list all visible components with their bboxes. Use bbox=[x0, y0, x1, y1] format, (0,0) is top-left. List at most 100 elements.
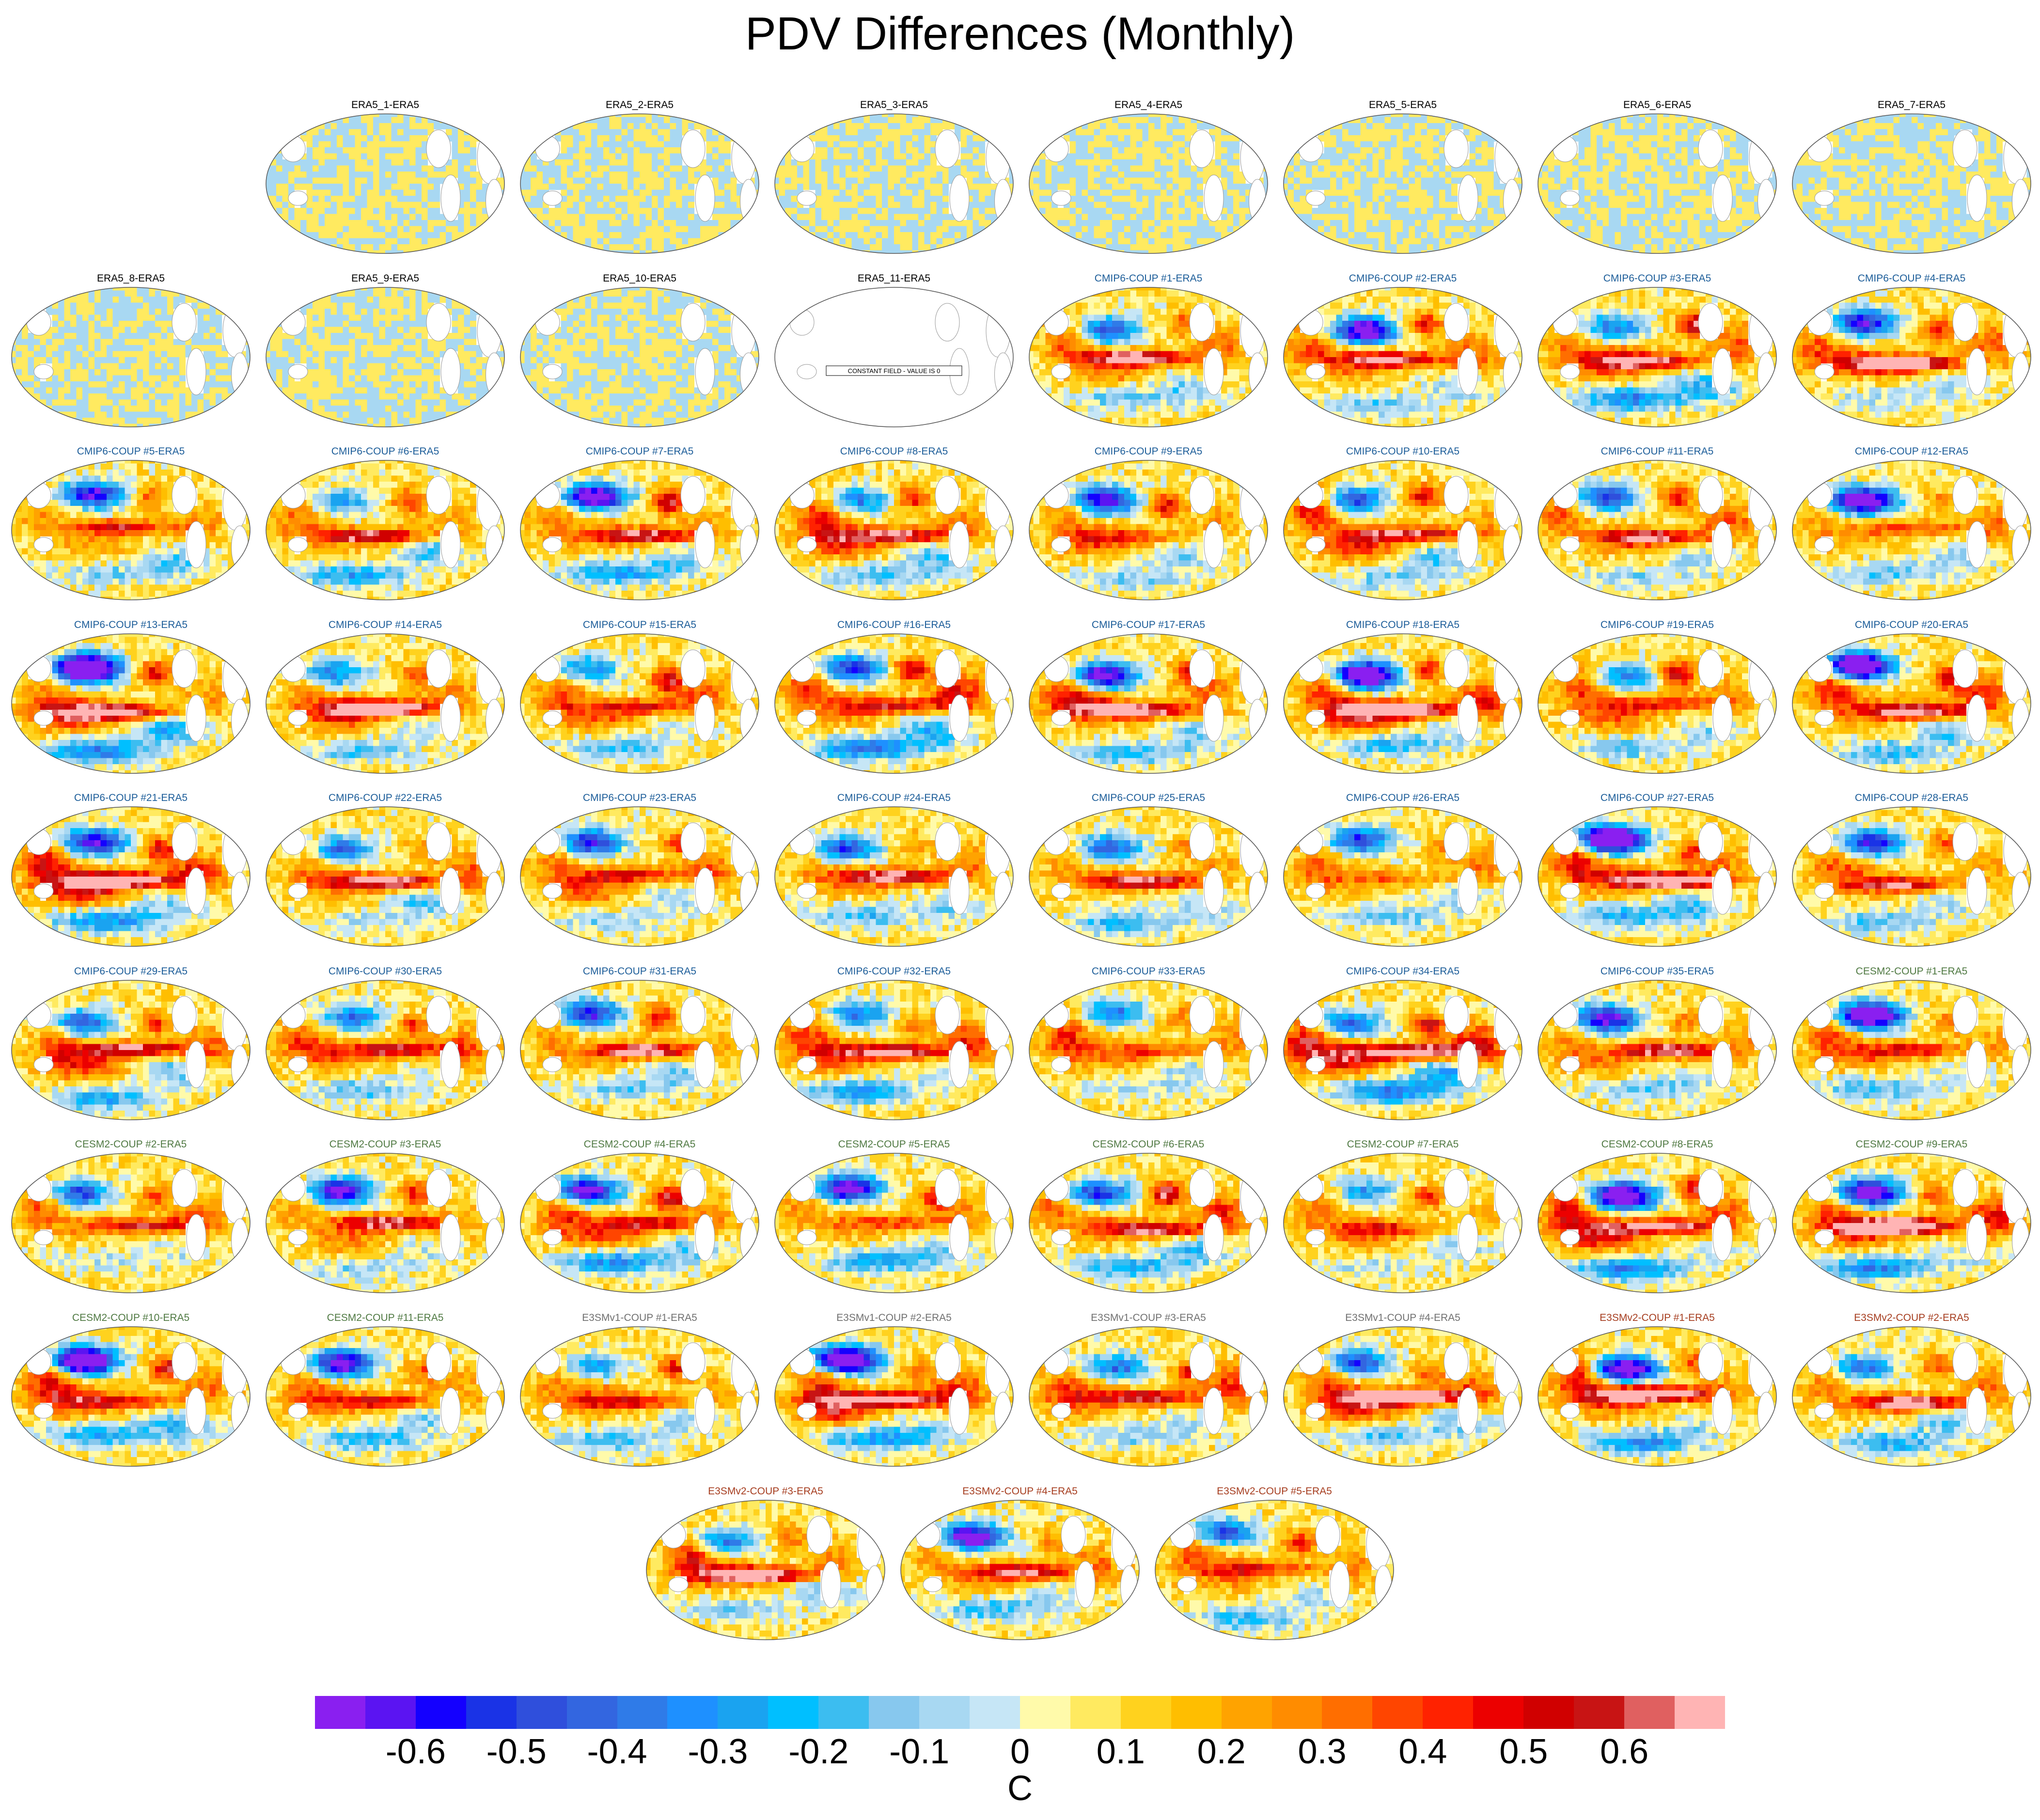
field-cell bbox=[1548, 123, 1555, 130]
field-cell bbox=[718, 153, 725, 160]
field-cell bbox=[785, 202, 792, 208]
field-cell bbox=[1439, 184, 1446, 190]
field-cell bbox=[349, 189, 356, 196]
field-cell bbox=[1045, 232, 1052, 239]
field-cell bbox=[343, 177, 349, 184]
field-cell bbox=[1318, 129, 1325, 136]
field-cell bbox=[524, 172, 531, 178]
field-cell bbox=[1348, 114, 1355, 118]
field-cell bbox=[858, 208, 864, 215]
field-cell bbox=[1597, 135, 1603, 142]
field-cell bbox=[700, 165, 707, 172]
field-cell bbox=[1294, 196, 1301, 203]
field-cell bbox=[1542, 177, 1549, 184]
field-cell bbox=[1336, 226, 1343, 233]
field-cell bbox=[936, 250, 943, 253]
field-cell bbox=[1645, 147, 1652, 154]
field-cell bbox=[1488, 184, 1494, 190]
field-cell bbox=[379, 250, 386, 253]
field-cell bbox=[385, 214, 392, 220]
field-cell bbox=[1064, 220, 1070, 227]
field-cell bbox=[294, 184, 301, 190]
field-cell bbox=[597, 250, 604, 253]
field-cell bbox=[1045, 226, 1052, 233]
field-cell bbox=[1409, 196, 1415, 203]
field-cell bbox=[543, 232, 549, 239]
field-cell bbox=[1197, 172, 1204, 178]
field-cell bbox=[640, 238, 646, 245]
field-cell bbox=[1590, 196, 1597, 203]
field-cell bbox=[1173, 135, 1179, 142]
field-cell bbox=[900, 184, 907, 190]
field-cell bbox=[1300, 189, 1306, 196]
field-cell bbox=[1633, 147, 1640, 154]
field-cell bbox=[615, 123, 622, 130]
field-cell bbox=[1336, 244, 1343, 251]
field-cell bbox=[1427, 129, 1434, 136]
field-cell bbox=[415, 226, 422, 233]
field-cell bbox=[276, 214, 283, 220]
field-cell bbox=[1687, 196, 1694, 203]
field-cell bbox=[894, 165, 901, 172]
field-cell bbox=[1572, 172, 1579, 178]
field-cell bbox=[1148, 244, 1155, 251]
field-cell bbox=[670, 196, 676, 203]
field-cell bbox=[1645, 141, 1652, 148]
field-cell bbox=[930, 129, 937, 136]
field-cell bbox=[1730, 135, 1737, 142]
field-cell bbox=[1706, 177, 1712, 184]
map-panel: ERA5_1-ERA5 bbox=[264, 99, 506, 259]
field-cell bbox=[597, 141, 604, 148]
field-cell bbox=[520, 184, 525, 190]
field-cell bbox=[266, 159, 271, 166]
field-cell bbox=[1354, 141, 1361, 148]
field-cell bbox=[397, 141, 404, 148]
field-cell bbox=[597, 214, 604, 220]
field-cell bbox=[1566, 220, 1573, 227]
field-cell bbox=[918, 117, 925, 124]
field-cell bbox=[1633, 184, 1640, 190]
field-cell bbox=[833, 226, 840, 233]
field-cell bbox=[591, 172, 598, 178]
map-svg bbox=[1538, 113, 1777, 254]
field-cell bbox=[1148, 123, 1155, 130]
field-cell bbox=[1094, 129, 1100, 136]
field-cell bbox=[724, 220, 731, 227]
field-cell bbox=[1554, 117, 1561, 124]
field-cell bbox=[724, 153, 731, 160]
field-cell bbox=[1694, 153, 1700, 160]
field-cell bbox=[294, 172, 301, 178]
field-cell bbox=[1506, 117, 1512, 124]
field-cell bbox=[452, 153, 458, 160]
field-cell bbox=[997, 232, 1004, 239]
field-cell bbox=[1082, 114, 1088, 118]
field-cell bbox=[415, 141, 422, 148]
field-cell bbox=[337, 123, 344, 130]
field-cell bbox=[597, 172, 604, 178]
field-cell bbox=[294, 123, 301, 130]
field-cell bbox=[979, 214, 986, 220]
field-cell bbox=[942, 172, 949, 178]
field-cell bbox=[1148, 184, 1155, 190]
field-cell bbox=[882, 220, 889, 227]
field-cell bbox=[1245, 123, 1252, 130]
field-cell bbox=[1263, 129, 1268, 136]
field-cell bbox=[288, 250, 295, 253]
field-cell bbox=[1578, 196, 1585, 203]
field-cell bbox=[1197, 208, 1204, 215]
field-cell bbox=[1076, 165, 1083, 172]
field-cell bbox=[1082, 153, 1088, 160]
field-cell bbox=[900, 189, 907, 196]
field-cell bbox=[300, 220, 307, 227]
field-cell bbox=[1064, 114, 1070, 118]
field-cell bbox=[1106, 141, 1113, 148]
field-cell bbox=[1439, 208, 1446, 215]
field-cell bbox=[1100, 184, 1107, 190]
field-cell bbox=[1566, 214, 1573, 220]
field-cell bbox=[458, 220, 465, 227]
field-cell bbox=[464, 196, 471, 203]
field-cell bbox=[1548, 172, 1555, 178]
field-cell bbox=[385, 184, 392, 190]
field-cell bbox=[900, 135, 907, 142]
field-cell bbox=[1221, 238, 1228, 245]
